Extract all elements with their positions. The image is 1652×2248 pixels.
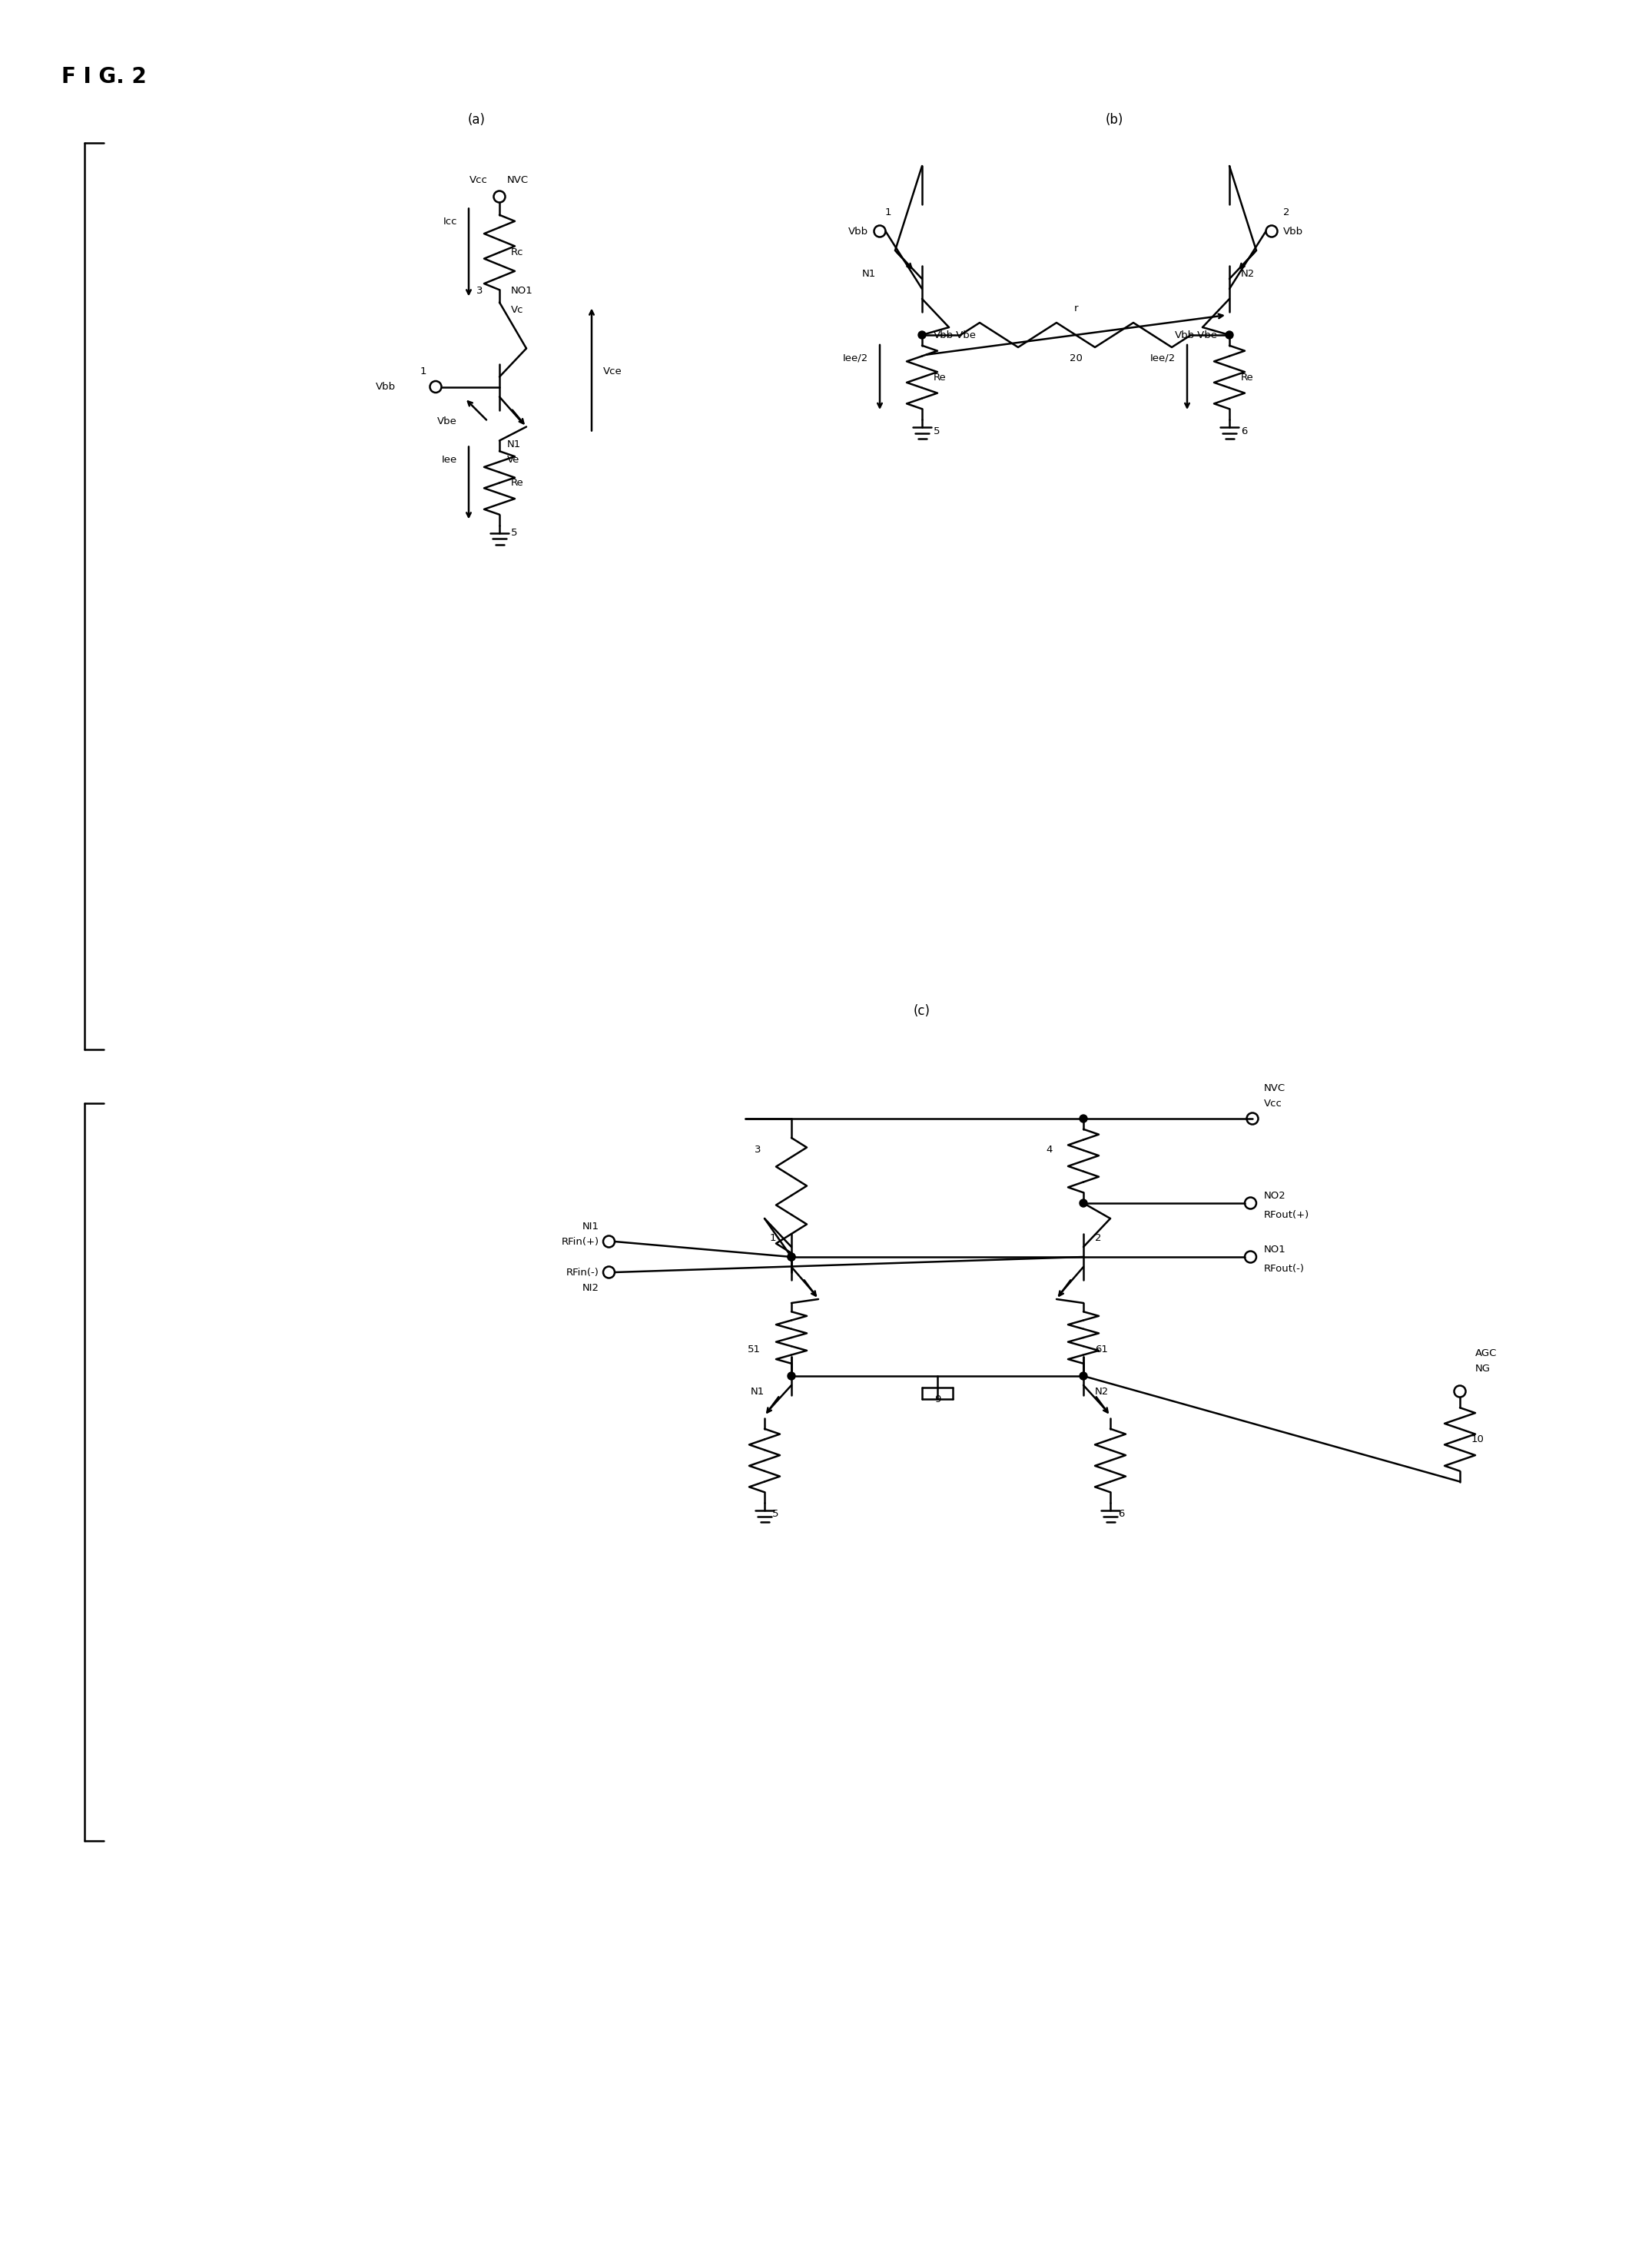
- Text: Vbb-Vbe: Vbb-Vbe: [933, 330, 976, 339]
- Circle shape: [788, 1371, 795, 1380]
- Text: 6: 6: [1241, 427, 1247, 436]
- Text: RFout(+): RFout(+): [1264, 1209, 1310, 1221]
- Text: Re: Re: [933, 373, 947, 382]
- Text: (c): (c): [914, 1005, 930, 1018]
- Text: Iee: Iee: [441, 454, 458, 465]
- Text: AGC: AGC: [1475, 1349, 1497, 1358]
- Text: Iee/2: Iee/2: [1150, 353, 1176, 362]
- Text: N1: N1: [862, 268, 876, 279]
- Text: 61: 61: [1095, 1344, 1108, 1353]
- Circle shape: [1226, 330, 1234, 339]
- Text: 5: 5: [771, 1508, 778, 1520]
- Text: 5: 5: [510, 528, 517, 537]
- Text: Rc: Rc: [510, 247, 524, 256]
- Circle shape: [788, 1252, 795, 1261]
- Circle shape: [788, 1252, 795, 1261]
- Text: Vbb-Vbe: Vbb-Vbe: [1175, 330, 1218, 339]
- Text: 2: 2: [1095, 1232, 1102, 1243]
- Text: NI1: NI1: [583, 1221, 600, 1232]
- Text: 9: 9: [933, 1394, 940, 1405]
- Text: 51: 51: [748, 1344, 760, 1353]
- Text: Vbb: Vbb: [847, 227, 869, 236]
- Text: (a): (a): [468, 112, 486, 126]
- Circle shape: [919, 330, 925, 339]
- Text: 3: 3: [755, 1144, 760, 1153]
- Text: Vcc: Vcc: [1264, 1099, 1282, 1108]
- Text: (b): (b): [1105, 112, 1123, 126]
- Circle shape: [1079, 1371, 1087, 1380]
- Text: N2: N2: [1095, 1387, 1108, 1396]
- Text: Re: Re: [1241, 373, 1254, 382]
- Text: NVC: NVC: [1264, 1084, 1285, 1093]
- Text: N2: N2: [1241, 268, 1256, 279]
- Text: RFin(-): RFin(-): [567, 1268, 600, 1277]
- Text: Iee/2: Iee/2: [843, 353, 869, 362]
- Text: 1: 1: [770, 1232, 776, 1243]
- Text: NVC: NVC: [507, 175, 529, 184]
- Text: Vce: Vce: [603, 366, 623, 375]
- Text: N1: N1: [507, 438, 520, 450]
- Circle shape: [1079, 1115, 1087, 1122]
- Text: F I G. 2: F I G. 2: [61, 65, 147, 88]
- Text: 5: 5: [933, 427, 940, 436]
- Text: NO2: NO2: [1264, 1191, 1285, 1200]
- Text: Vbe: Vbe: [438, 416, 458, 427]
- Text: NO1: NO1: [510, 285, 534, 297]
- Text: 4: 4: [1046, 1144, 1052, 1153]
- Text: r: r: [1074, 303, 1077, 312]
- Text: NG: NG: [1475, 1362, 1490, 1374]
- Text: RFout(-): RFout(-): [1264, 1263, 1305, 1272]
- Text: 10: 10: [1472, 1434, 1485, 1445]
- Text: NO1: NO1: [1264, 1243, 1285, 1254]
- Circle shape: [1079, 1198, 1087, 1207]
- Text: Ve: Ve: [507, 454, 520, 465]
- Text: 1: 1: [420, 366, 426, 375]
- Text: 3: 3: [476, 285, 482, 297]
- Text: Re: Re: [510, 479, 524, 488]
- Text: N1: N1: [750, 1387, 765, 1396]
- Text: 2: 2: [1284, 207, 1290, 218]
- Text: 20: 20: [1069, 353, 1082, 362]
- Text: Vcc: Vcc: [469, 175, 487, 184]
- Text: Vbb: Vbb: [375, 382, 396, 391]
- Text: 6: 6: [1118, 1508, 1125, 1520]
- Text: RFin(+): RFin(+): [562, 1236, 600, 1248]
- Text: 1: 1: [885, 207, 892, 218]
- Text: NI2: NI2: [583, 1284, 600, 1293]
- Text: Vbb: Vbb: [1284, 227, 1303, 236]
- Text: Icc: Icc: [443, 216, 458, 227]
- Text: Vc: Vc: [510, 306, 524, 315]
